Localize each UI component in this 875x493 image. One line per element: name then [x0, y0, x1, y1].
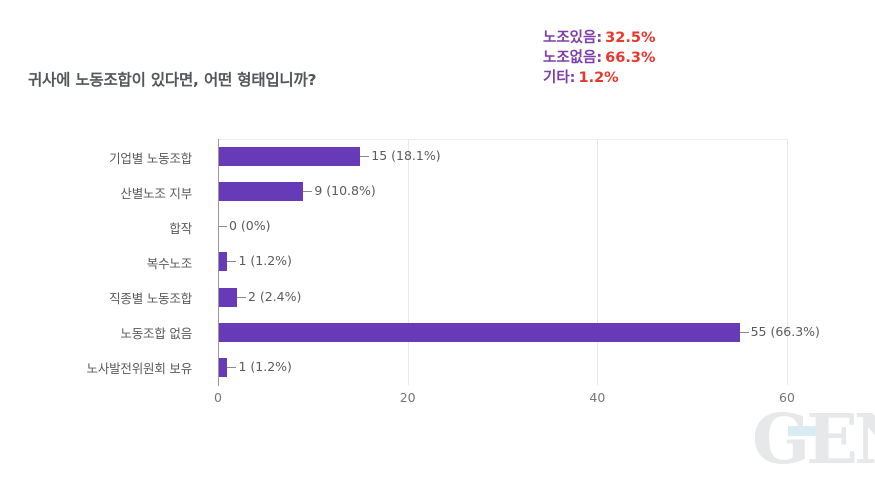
summary-label-other: 기타: — [543, 70, 576, 86]
summary-label-union-no: 노조없음: — [543, 50, 603, 66]
category-label: 복수노조 — [146, 256, 192, 271]
bar-row[interactable]: 15 (18.1%) — [218, 139, 787, 174]
bar-row[interactable]: 55 (66.3%) — [218, 315, 820, 350]
bar-value-label: 0 (0%) — [229, 218, 271, 234]
bar-value-label: 55 (66.3%) — [750, 323, 820, 339]
bar-leader-line — [236, 296, 246, 298]
bar[interactable] — [218, 357, 228, 377]
bar-row[interactable]: 1 (1.2%) — [218, 244, 787, 279]
bar-value-label: 9 (10.8%) — [314, 183, 376, 199]
summary-value-other: 1.2% — [578, 70, 619, 86]
bar-value-label: 15 (18.1%) — [371, 148, 441, 163]
plot-top-border — [218, 139, 787, 140]
category-label: 직종별 노동조합 — [109, 291, 192, 307]
bar[interactable] — [218, 147, 361, 166]
bar[interactable] — [218, 252, 228, 272]
bar-leader-line — [360, 156, 370, 157]
bar-value-label: 2 (2.4%) — [247, 288, 302, 304]
bar-leader-line — [227, 366, 237, 368]
x-tick-label: 0 — [214, 390, 222, 405]
summary-row: 노조있음: 32.5% — [543, 28, 655, 48]
summary-row: 노조없음: 66.3% — [543, 48, 655, 68]
bar[interactable] — [218, 287, 237, 307]
gridline — [597, 139, 599, 385]
bar-leader-line — [227, 261, 237, 263]
bar[interactable] — [218, 322, 740, 342]
plot-area: 15 (18.1%) 9 (10.8%) 0 (0%) 1 (1.2%) 2 (2.4%… — [218, 139, 820, 385]
summary-value-union-no: 66.3% — [605, 50, 656, 66]
bar[interactable] — [218, 182, 304, 202]
x-tick-label: 40 — [589, 390, 606, 405]
summary-panel: 노조있음: 32.5% 노조없음: 66.3% 기타: 1.2% — [543, 28, 655, 88]
category-label: 산별노조 지부 — [120, 185, 192, 201]
bar-row[interactable]: 1 (1.2%) — [218, 350, 787, 385]
summary-row: 기타: 1.2% — [543, 68, 655, 88]
category-label: 노사발전위원회 보유 — [86, 361, 193, 377]
bar-leader-line — [303, 191, 313, 193]
y-axis-line — [218, 139, 219, 386]
bar-row[interactable]: 0 (0%) — [218, 209, 787, 244]
bar-value-label: 1 (1.2%) — [238, 253, 292, 269]
summary-value-union-yes: 32.5% — [605, 30, 656, 46]
category-label: 기업별 노동조합 — [109, 150, 192, 166]
gridline — [407, 139, 409, 385]
bar-row[interactable]: 9 (10.8%) — [218, 174, 787, 209]
bar-leader-line — [218, 226, 227, 228]
category-label: 노동조합 없음 — [120, 326, 192, 342]
summary-label-union-yes: 노조있음: — [543, 30, 603, 46]
bar-value-label: 1 (1.2%) — [238, 358, 292, 374]
page-title: 귀사에 노동조합이 있다면, 어떤 형태입니까? — [28, 71, 317, 89]
category-label: 합작 — [169, 220, 192, 236]
x-tick-label: 60 — [779, 390, 795, 405]
bar-leader-line — [739, 331, 749, 333]
gridline — [787, 139, 788, 385]
bar-row[interactable]: 2 (2.4%) — [218, 280, 787, 315]
x-tick-label: 20 — [399, 390, 416, 405]
